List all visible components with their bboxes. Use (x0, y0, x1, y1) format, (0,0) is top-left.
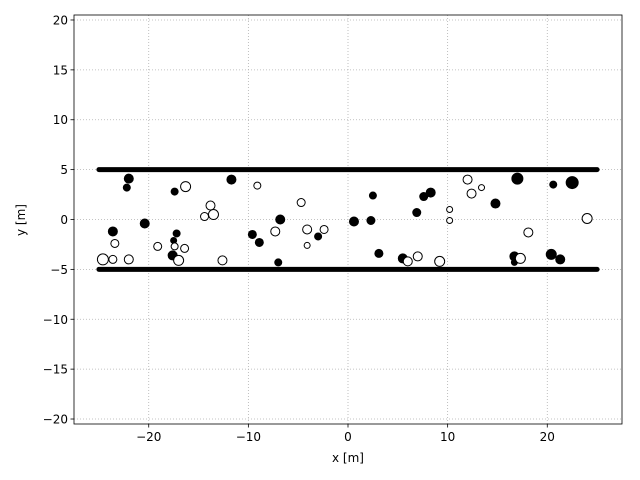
scatter-point (514, 252, 526, 264)
scatter-point (96, 253, 109, 266)
scatter-point (368, 191, 377, 200)
y-tick-label: 5 (60, 163, 68, 177)
x-axis-label: x [m] (332, 451, 364, 465)
scatter-point (200, 212, 210, 222)
y-tick-label: −5 (50, 263, 68, 277)
scatter-point (226, 174, 237, 185)
scatter-point (303, 241, 311, 249)
scatter-point (207, 209, 219, 221)
y-tick-label: −15 (43, 363, 68, 377)
scatter-point (565, 176, 579, 190)
scatter-point (205, 200, 216, 211)
y-tick-label: 15 (53, 63, 68, 77)
scatter-point (462, 174, 473, 185)
scatter-point (478, 184, 486, 192)
scatter-point (302, 224, 313, 235)
scatter-point (446, 206, 454, 214)
scatter-point (123, 173, 134, 184)
y-axis-label: y [m] (14, 204, 28, 236)
scatter-point (434, 255, 446, 267)
scatter-point (254, 237, 264, 247)
scatter-point (581, 213, 593, 225)
x-tick-label: 0 (344, 430, 352, 444)
scatter-point (170, 187, 179, 196)
y-tick-label: 0 (60, 213, 68, 227)
scatter-point (172, 229, 181, 238)
scatter-point (253, 181, 262, 190)
scatter-point (170, 242, 179, 251)
y-tick-label: 10 (53, 113, 68, 127)
scatter-point (170, 236, 178, 244)
scatter-point (314, 232, 323, 241)
scatter-point (466, 188, 477, 199)
scatter-point (511, 172, 524, 185)
scatter-point (490, 198, 501, 209)
scatter-point (173, 254, 185, 266)
scatter-point (412, 208, 422, 218)
scatter-point (110, 238, 120, 248)
scatter-point (366, 215, 376, 225)
scatter-point (555, 254, 566, 265)
scatter-point (180, 243, 190, 253)
scatter-point (247, 229, 257, 239)
x-tick-label: −10 (236, 430, 261, 444)
x-tick-label: −20 (136, 430, 161, 444)
scatter-point (108, 254, 118, 264)
y-tick-label: 20 (53, 13, 68, 27)
scatter-point (348, 216, 359, 227)
scatter-point (122, 183, 131, 192)
y-tick-label: −20 (43, 413, 68, 427)
scatter-point (549, 180, 558, 189)
x-tick-label: 20 (540, 430, 555, 444)
plot-frame (73, 14, 623, 425)
scatter-point (123, 254, 134, 265)
scatter-point (139, 218, 150, 229)
scatter-point (425, 187, 436, 198)
scatter-point (275, 214, 286, 225)
y-tick-label: −10 (43, 313, 68, 327)
scatter-point (523, 227, 534, 238)
scatter-point (107, 226, 118, 237)
scatter-point (412, 251, 423, 262)
scatter-point (374, 248, 384, 258)
scatter-point (217, 255, 228, 266)
scatter-point (319, 224, 329, 234)
scatter-point (545, 248, 557, 260)
x-tick-label: 10 (440, 430, 455, 444)
scatter-point (274, 258, 283, 267)
scatter-point (296, 198, 306, 208)
scatter-point (180, 181, 192, 193)
scatter-point (402, 256, 413, 267)
scatter-point (153, 241, 163, 251)
scatter-point (446, 216, 454, 224)
scatter-point (270, 226, 281, 237)
